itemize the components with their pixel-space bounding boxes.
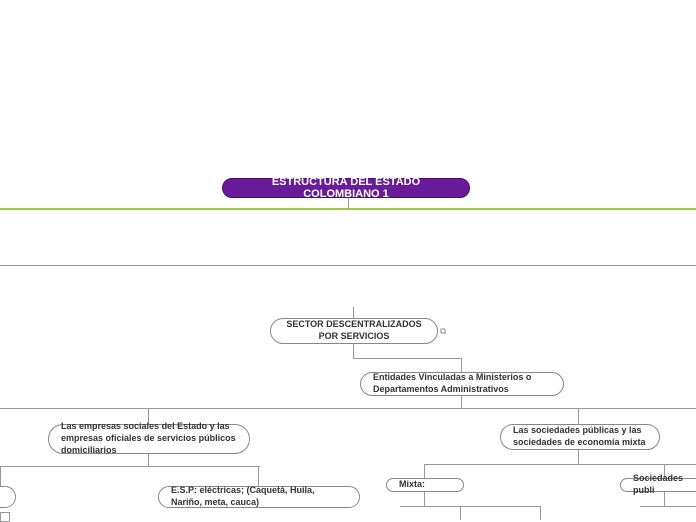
empresas-label: Las empresas sociales del Estado y las e… xyxy=(61,421,237,456)
sector-hline xyxy=(353,358,461,359)
esp-label: E.S.P: eléctricas; (Caquetá, Huila, Nari… xyxy=(171,485,347,508)
mixta-hline-bottom xyxy=(400,506,540,507)
sociedades-hline xyxy=(424,464,696,465)
partial-left-node[interactable] xyxy=(0,486,16,508)
link-icon[interactable]: ⧉ xyxy=(440,326,446,337)
entidades-label: Entidades Vinculadas a Ministerios o Dep… xyxy=(373,372,551,395)
mixta-node[interactable]: Mixta: xyxy=(386,478,464,492)
esp-node[interactable]: E.S.P: eléctricas; (Caquetá, Huila, Nari… xyxy=(158,486,360,508)
mixta-vline xyxy=(424,464,425,478)
sociedades-vline xyxy=(578,408,579,424)
mixta-child2-vline xyxy=(540,506,541,520)
mixta-child1-vline xyxy=(460,506,461,520)
zoom-control[interactable] xyxy=(0,512,10,522)
socpubl-vline-down xyxy=(664,492,665,506)
empresas-hline xyxy=(0,466,260,467)
main-connector xyxy=(348,208,696,210)
entidades-vline xyxy=(461,358,462,372)
entidades-hline xyxy=(0,408,696,409)
root-title: ESTRUCTURA DEL ESTADO COLOMBIANO 1 xyxy=(239,176,453,200)
sociedades-vline-down xyxy=(578,450,579,464)
sector-vline-bottom xyxy=(353,344,354,358)
mixta-vline-down xyxy=(424,492,425,506)
empresas-vline-down xyxy=(148,454,149,466)
entidades-vline-down xyxy=(461,396,462,408)
sociedades-node[interactable]: Las sociedades públicas y las sociedades… xyxy=(500,424,660,450)
empresas-node[interactable]: Las empresas sociales del Estado y las e… xyxy=(48,424,250,454)
sector-node[interactable]: SECTOR DESCENTRALIZADOS POR SERVICIOS xyxy=(270,318,438,344)
esp-vline-left xyxy=(0,466,1,486)
sector-label: SECTOR DESCENTRALIZADOS POR SERVICIOS xyxy=(283,319,425,342)
band-top xyxy=(0,265,696,266)
left-connector xyxy=(0,208,348,210)
socpubl-hline-bottom xyxy=(640,506,696,507)
sociedades-label: Las sociedades públicas y las sociedades… xyxy=(513,425,647,448)
mixta-label: Mixta: xyxy=(399,479,425,491)
esp-vline xyxy=(258,466,259,486)
sociedades-publ-node[interactable]: Sociedades publi xyxy=(620,478,696,492)
root-node[interactable]: ESTRUCTURA DEL ESTADO COLOMBIANO 1 xyxy=(222,178,470,198)
entidades-node[interactable]: Entidades Vinculadas a Ministerios o Dep… xyxy=(360,372,564,396)
